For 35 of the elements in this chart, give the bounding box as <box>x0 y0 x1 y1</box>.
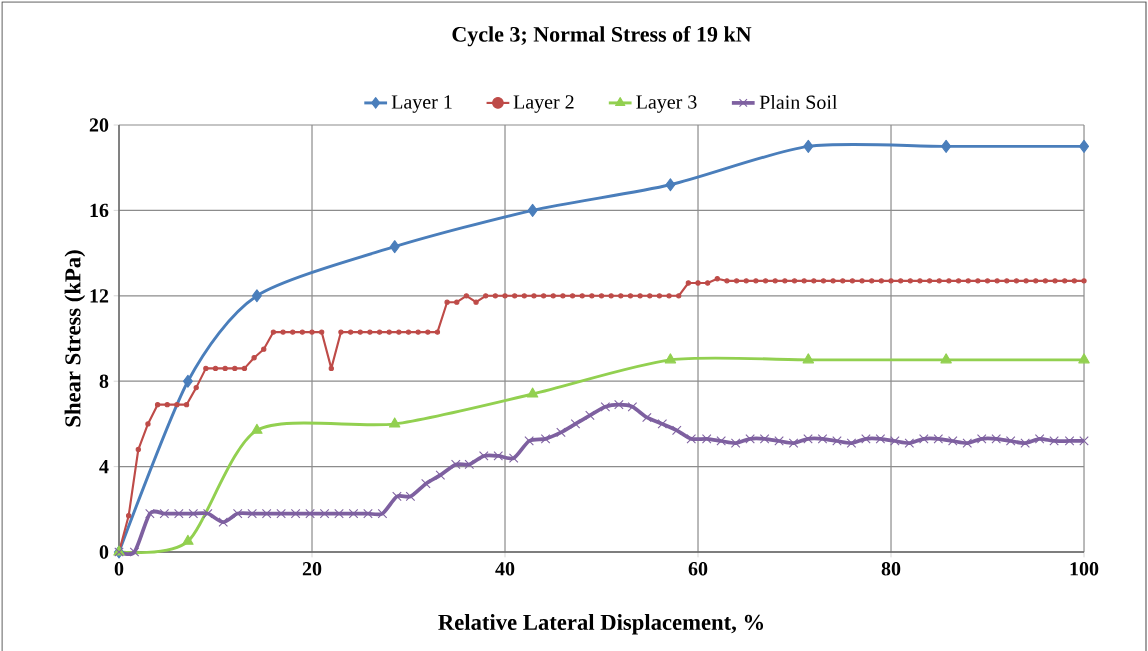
point <box>940 353 952 364</box>
y-tick-label: 20 <box>89 118 109 132</box>
legend-label: Plain Soil <box>759 94 838 110</box>
y-axis-title: Shear Stress (kPa) <box>64 250 86 427</box>
point <box>802 353 815 364</box>
y-tick-label: 16 <box>90 203 109 218</box>
point <box>251 289 262 303</box>
point <box>664 353 677 364</box>
x-tick-label: 20 <box>302 562 322 576</box>
x-tick-label: 100 <box>1070 562 1099 576</box>
point <box>182 374 193 388</box>
point <box>1078 353 1090 364</box>
point <box>251 423 263 434</box>
point <box>941 139 952 153</box>
point <box>803 139 814 153</box>
point <box>665 178 676 192</box>
chart-title: Cycle 3; Normal Stress of 19 kN <box>452 26 752 47</box>
legend-label: Layer 2 <box>513 95 574 113</box>
x-axis-title: Relative Lateral Displacement, % <box>438 614 764 635</box>
x-tick-label: 80 <box>881 562 901 576</box>
point <box>527 203 538 217</box>
x-tick-label: 40 <box>495 562 515 576</box>
point <box>1078 139 1090 153</box>
point <box>526 387 539 398</box>
point <box>389 240 400 254</box>
x-tick-label: 60 <box>688 562 708 576</box>
legend-label: Layer 1 <box>391 95 452 113</box>
y-tick-label: 12 <box>90 289 109 303</box>
legend-label: Layer 3 <box>636 95 697 113</box>
y-tick-label: 0 <box>99 545 109 559</box>
point <box>182 534 194 545</box>
y-tick-label: 8 <box>99 374 109 388</box>
point <box>388 417 401 428</box>
y-tick-label: 4 <box>99 460 109 474</box>
x-tick-label: 0 <box>114 562 124 576</box>
